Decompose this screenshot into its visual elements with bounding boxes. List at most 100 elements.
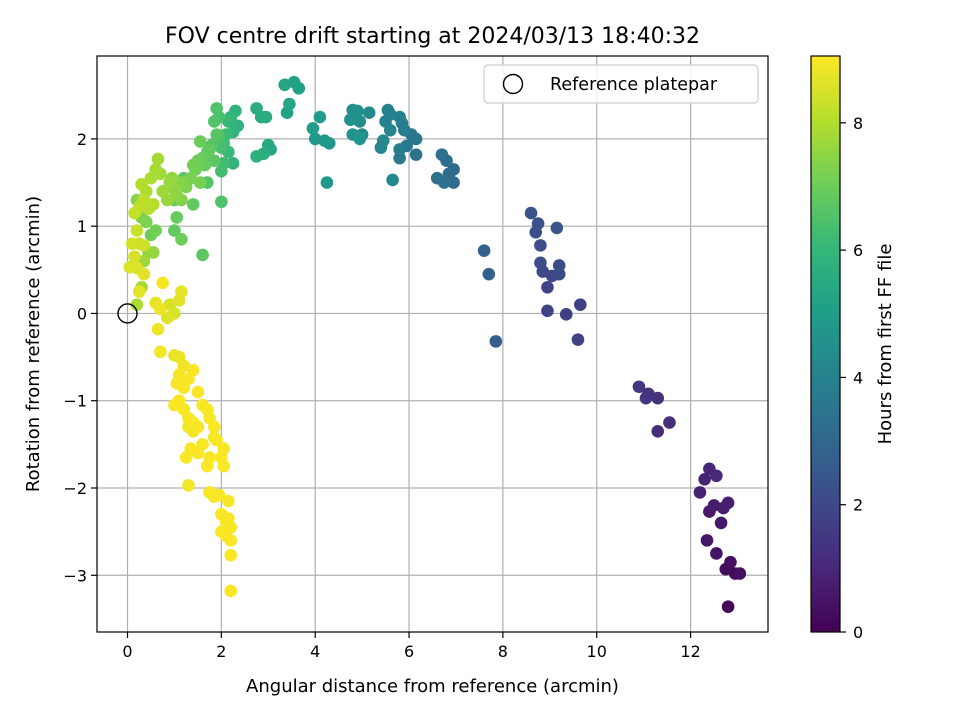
data-point xyxy=(222,494,235,508)
data-point xyxy=(144,171,158,185)
colorbar-tick-label: 0 xyxy=(853,623,863,642)
colorbar-tick-label: 8 xyxy=(853,114,863,133)
data-point xyxy=(531,217,545,230)
data-point xyxy=(137,239,151,252)
data-point xyxy=(724,555,737,569)
data-point xyxy=(700,534,714,547)
y-tick-label: 2 xyxy=(77,130,87,149)
legend-marker-icon xyxy=(502,73,524,95)
data-point xyxy=(132,285,146,298)
scatter-points xyxy=(123,75,747,613)
chart-title: FOV centre drift starting at 2024/03/13 … xyxy=(165,24,700,49)
data-point xyxy=(386,173,399,187)
data-point xyxy=(651,391,665,405)
data-point xyxy=(534,256,547,270)
data-point xyxy=(283,97,296,111)
data-point xyxy=(353,132,367,146)
data-point xyxy=(224,534,238,547)
data-point xyxy=(177,381,191,394)
x-tick-label: 0 xyxy=(122,642,132,661)
data-point xyxy=(156,184,169,198)
data-point xyxy=(208,154,221,168)
data-point xyxy=(250,150,263,163)
data-point xyxy=(524,206,538,220)
data-point xyxy=(128,206,141,220)
data-point xyxy=(125,237,139,250)
data-point xyxy=(313,110,327,124)
legend-label: Reference platepar xyxy=(550,75,718,95)
data-point xyxy=(154,302,167,316)
data-point xyxy=(193,135,207,148)
y-tick-label: −2 xyxy=(63,479,87,498)
y-tick-label: −3 xyxy=(63,566,87,585)
data-point xyxy=(693,486,707,499)
data-point xyxy=(175,232,188,246)
data-point xyxy=(182,479,195,492)
data-point xyxy=(130,298,144,312)
x-tick-label: 6 xyxy=(404,642,414,661)
data-point xyxy=(215,164,228,178)
data-point xyxy=(191,420,205,434)
data-point xyxy=(714,516,728,530)
data-point xyxy=(710,469,723,483)
data-point xyxy=(128,250,141,264)
data-point xyxy=(477,244,491,257)
x-tick-label: 12 xyxy=(680,642,700,661)
data-point xyxy=(226,157,240,170)
data-point xyxy=(362,106,376,120)
data-point xyxy=(534,239,547,252)
legend-box xyxy=(483,64,759,104)
y-tick-label: −1 xyxy=(63,392,87,411)
data-point xyxy=(393,151,406,165)
colorbar-gradient xyxy=(810,55,841,633)
data-point xyxy=(698,472,711,486)
data-point xyxy=(733,567,747,580)
data-point xyxy=(409,148,423,161)
x-axis-label: Angular distance from reference (arcmin) xyxy=(246,676,619,697)
data-point xyxy=(574,298,587,312)
data-point xyxy=(651,424,665,438)
data-point xyxy=(212,488,226,502)
data-point xyxy=(437,176,451,189)
y-axis-label: Rotation from reference (arcmin) xyxy=(23,196,44,492)
x-tick-label: 8 xyxy=(498,642,508,661)
data-point xyxy=(156,276,169,290)
data-point xyxy=(210,128,223,141)
data-point xyxy=(170,211,184,224)
data-point xyxy=(721,600,735,613)
data-point xyxy=(710,547,723,560)
data-point xyxy=(186,198,200,211)
data-point xyxy=(306,122,320,135)
data-point xyxy=(208,420,221,434)
reference-platepar-marker xyxy=(117,303,138,324)
data-point xyxy=(224,584,238,598)
data-point xyxy=(308,132,322,146)
colorbar-tick-label: 4 xyxy=(853,368,863,387)
data-point xyxy=(151,152,165,166)
data-point xyxy=(552,267,566,281)
data-point xyxy=(215,195,228,209)
data-point xyxy=(186,158,200,172)
data-point xyxy=(151,322,165,336)
y-tick-label: 0 xyxy=(77,304,87,323)
data-point xyxy=(351,104,364,118)
data-point xyxy=(208,115,221,128)
colorbar-label: Hours from first FF file xyxy=(875,244,896,445)
data-point xyxy=(559,308,573,321)
data-point xyxy=(278,78,291,92)
data-point xyxy=(482,267,496,281)
data-point xyxy=(215,451,228,464)
data-point xyxy=(196,248,209,262)
data-point xyxy=(318,134,331,147)
data-point xyxy=(163,176,177,189)
data-point xyxy=(374,141,388,154)
data-point xyxy=(179,451,193,464)
y-tick-label: 1 xyxy=(77,217,87,236)
data-point xyxy=(168,224,181,237)
data-point xyxy=(222,115,235,128)
data-point xyxy=(435,148,449,161)
data-point xyxy=(147,246,160,259)
data-point xyxy=(632,380,646,394)
data-point xyxy=(149,224,162,237)
